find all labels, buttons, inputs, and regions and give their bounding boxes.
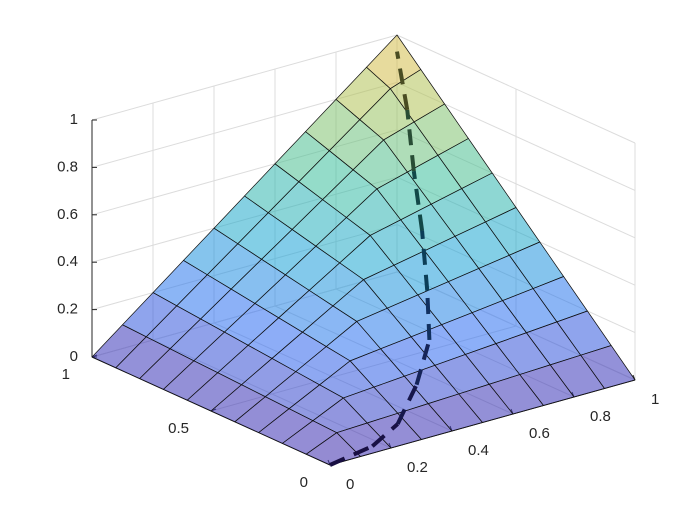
dashed-curve: [405, 109, 416, 172]
dashed-curve: [414, 339, 432, 386]
x-tick-label: 0: [346, 476, 354, 493]
z-tick-label: 0.4: [57, 253, 78, 270]
z-tick-label: 0.8: [57, 158, 78, 175]
grid-line: [91, 34, 398, 121]
dashed-curve: [395, 51, 410, 111]
dashed-curve: [371, 422, 400, 448]
z-tick-label: 0.6: [57, 206, 78, 223]
x-tick-label: 0.6: [529, 425, 550, 442]
dashed-curve: [395, 383, 419, 425]
y-tick-label: 0.5: [168, 420, 189, 437]
z-tick-label: 0.2: [57, 301, 78, 318]
x-tick-label: 0.8: [590, 408, 611, 425]
z-tick-label: 1: [70, 111, 78, 128]
surface-face: [305, 432, 361, 466]
z-tick-label: 0: [70, 348, 78, 365]
y-tick-label: 0: [300, 474, 308, 491]
dashed-curve: [411, 170, 425, 231]
y-tick-label: 1: [62, 366, 70, 383]
grid-line: [396, 34, 636, 144]
x-tick-label: 0.2: [407, 459, 428, 476]
dashed-curve: [425, 290, 432, 341]
dashed-curve: [329, 444, 374, 467]
dashed-curve: [420, 230, 430, 291]
x-tick-label: 1: [651, 391, 659, 408]
x-tick-label: 0.4: [468, 442, 489, 459]
